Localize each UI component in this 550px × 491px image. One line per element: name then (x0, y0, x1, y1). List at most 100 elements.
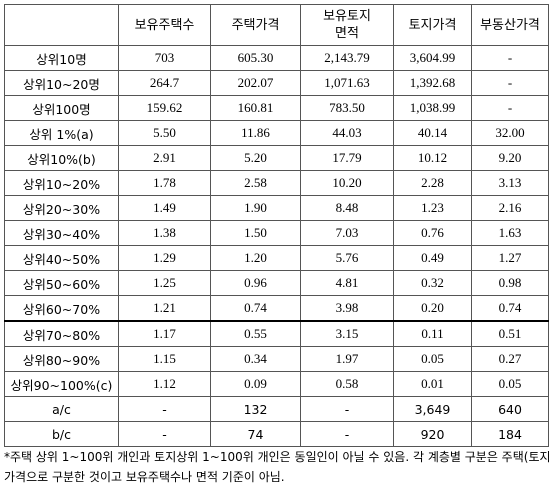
table-cell: 1.27 (471, 245, 549, 271)
table-cell: - (471, 95, 549, 121)
table-cell: 160.81 (210, 95, 301, 121)
table-cell: 640 (471, 396, 549, 422)
table-cell: 1,392.68 (393, 70, 472, 96)
table-cell: 2.28 (393, 170, 472, 196)
table-cell: 4.81 (300, 270, 394, 296)
table-cell: 1.12 (118, 371, 211, 397)
table-cell: 74 (210, 421, 301, 447)
table-cell: - (471, 45, 549, 71)
table-row: 상위70~80% 1.17 0.55 3.15 0.11 0.51 (4, 320, 549, 347)
table-cell: 0.74 (210, 295, 301, 322)
table-cell: 17.79 (300, 145, 394, 171)
table-cell: 0.58 (300, 371, 394, 397)
table-cell: 264.7 (118, 70, 211, 96)
table-row: 상위40~50% 1.29 1.20 5.76 0.49 1.27 (4, 245, 549, 271)
row-label: 상위80~90% (4, 346, 119, 372)
table-cell: 0.27 (471, 346, 549, 372)
row-label: 상위100명 (4, 95, 119, 121)
table-cell: 40.14 (393, 120, 472, 146)
header-cell: 주택가격 (210, 4, 301, 46)
table-cell: 10.20 (300, 170, 394, 196)
header-cell: 부동산가격 (471, 4, 549, 46)
table-row: 상위80~90% 1.15 0.34 1.97 0.05 0.27 (4, 346, 549, 372)
table-row: 상위50~60% 1.25 0.96 4.81 0.32 0.98 (4, 270, 549, 296)
table-row: b/c -74-920 184 (4, 421, 549, 447)
table-cell: 5.20 (210, 145, 301, 171)
row-label: 상위60~70% (4, 295, 119, 322)
table-cell: 11.86 (210, 120, 301, 146)
table-row: 상위90~100%(c) 1.12 0.09 0.58 0.01 0.05 (4, 371, 549, 397)
table-cell: 9.20 (471, 145, 549, 171)
table-cell: 3,604.99 (393, 45, 472, 71)
row-label: a/c (4, 396, 119, 422)
table-row: 상위100명 159.62 160.81 783.50 1,038.99- (4, 95, 549, 121)
table-cell: - (300, 396, 394, 422)
table-cell: 1.15 (118, 346, 211, 372)
header-cell: 토지가격 (393, 4, 472, 46)
row-label: 상위40~50% (4, 245, 119, 271)
table-cell: 2.58 (210, 170, 301, 196)
table-row: a/c -132-3,649 640 (4, 396, 549, 422)
row-label: 상위 1%(a) (4, 120, 119, 146)
table-cell: 1.20 (210, 245, 301, 271)
row-label: 상위90~100%(c) (4, 371, 119, 397)
table-cell: 5.76 (300, 245, 394, 271)
row-label: 상위10~20% (4, 170, 119, 196)
table-cell: 1.25 (118, 270, 211, 296)
header-cell: 보유토지 면적 (300, 4, 394, 46)
footnote: *주택 상위 1~100위 개인과 토지상위 1~100위 개인은 동일인이 아… (4, 450, 550, 484)
table-cell: 0.32 (393, 270, 472, 296)
table-cell: 1.78 (118, 170, 211, 196)
table-cell: 3,649 (393, 396, 472, 422)
header-cell (4, 4, 119, 46)
table-cell: 605.30 (210, 45, 301, 71)
table-cell: 32.00 (471, 120, 549, 146)
table-row: 상위20~30% 1.49 1.90 8.48 1.23 2.16 (4, 195, 549, 221)
table-cell: 0.34 (210, 346, 301, 372)
table-cell: 1.63 (471, 220, 549, 246)
table-cell: 0.09 (210, 371, 301, 397)
table-cell: 44.03 (300, 120, 394, 146)
table-cell: 0.74 (471, 295, 549, 322)
table-row: 상위10명 703 605.30 2,143.79 3,604.99- (4, 45, 549, 71)
table-row: 상위10%(b) 2.91 5.20 17.79 10.12 9.20 (4, 145, 549, 171)
header-row: 보유주택수 주택가격 보유토지 면적 토지가격 부동산가격 (4, 4, 549, 46)
table-cell: 1.21 (118, 295, 211, 322)
row-label: 상위30~40% (4, 220, 119, 246)
table-row: 상위 1%(a) 5.50 11.86 44.03 40.14 32.00 (4, 120, 549, 146)
table-cell: - (300, 421, 394, 447)
table: 보유주택수 주택가격 보유토지 면적 토지가격 부동산가격 상위10명 703 605.30… (4, 4, 549, 447)
row-label: 상위10%(b) (4, 145, 119, 171)
table-cell: 0.76 (393, 220, 472, 246)
table-cell: 1.38 (118, 220, 211, 246)
table-cell: 0.51 (471, 320, 549, 347)
table-cell: 1.49 (118, 195, 211, 221)
table-cell: 0.98 (471, 270, 549, 296)
table-cell: 1.50 (210, 220, 301, 246)
table-cell: 1.97 (300, 346, 394, 372)
table-cell: 10.12 (393, 145, 472, 171)
table-cell: - (118, 421, 211, 447)
table-cell: 0.49 (393, 245, 472, 271)
table-cell: 0.01 (393, 371, 472, 397)
table-cell: 3.13 (471, 170, 549, 196)
table-cell: 3.15 (300, 320, 394, 347)
table-row: 상위60~70% 1.21 0.74 3.98 0.20 0.74 (4, 295, 549, 322)
table-cell: 7.03 (300, 220, 394, 246)
table-cell: 0.20 (393, 295, 472, 322)
table-cell: 3.98 (300, 295, 394, 322)
table-cell: 0.05 (471, 371, 549, 397)
table-body: 상위10명 703 605.30 2,143.79 3,604.99- 상위10~20명 2… (4, 45, 549, 447)
row-label: 상위50~60% (4, 270, 119, 296)
row-label: 상위20~30% (4, 195, 119, 221)
table-cell: 920 (393, 421, 472, 447)
table-cell: 2.91 (118, 145, 211, 171)
table-cell: 0.11 (393, 320, 472, 347)
table-cell: 202.07 (210, 70, 301, 96)
table-cell: 1.23 (393, 195, 472, 221)
table-cell: 8.48 (300, 195, 394, 221)
row-label: b/c (4, 421, 119, 447)
table-cell: 2.16 (471, 195, 549, 221)
row-label: 상위10명 (4, 45, 119, 71)
